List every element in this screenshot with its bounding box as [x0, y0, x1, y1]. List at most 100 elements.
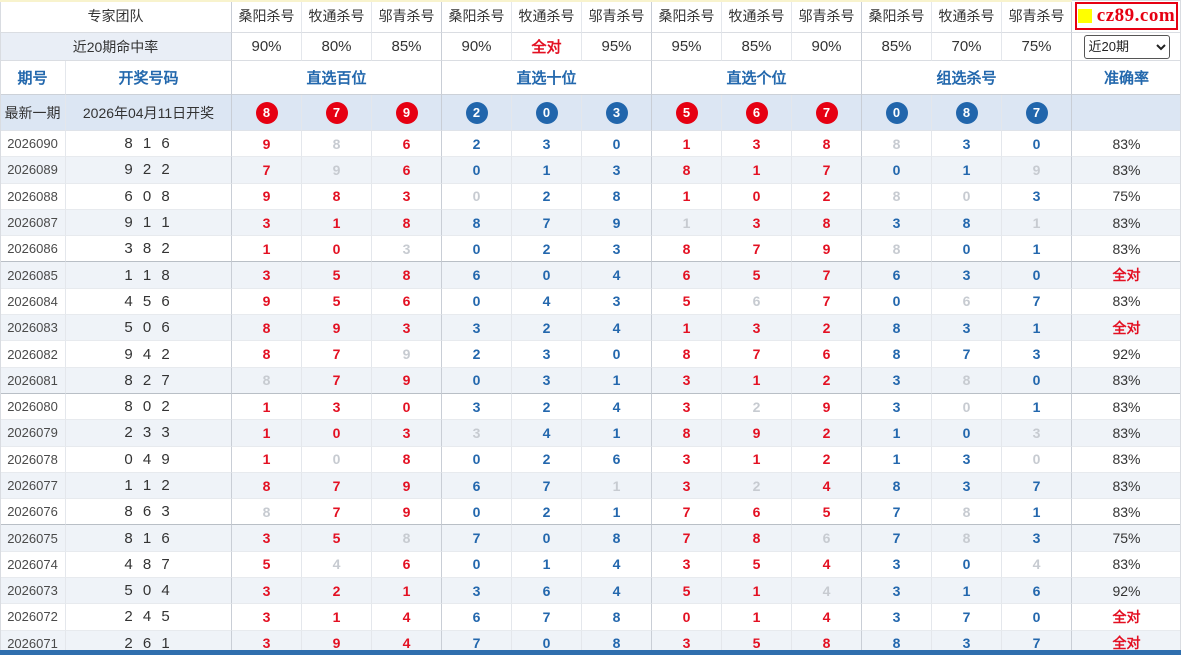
kill-number-cell: 7	[792, 157, 862, 184]
expert-header-row: 专家团队 桑阳杀号 牧通杀号 邬青杀号 桑阳杀号 牧通杀号 邬青杀号 桑阳杀号 牧通杀号 邬青杀…	[0, 0, 1181, 33]
accuracy-cell: 83%	[1072, 367, 1181, 394]
kill-number-cell: 8	[862, 472, 932, 500]
expert-header: 牧通杀号	[302, 0, 372, 33]
kill-number-cell: 4	[372, 604, 442, 631]
kill-number-cell: 0	[442, 499, 512, 526]
hit-rate-value: 80%	[302, 33, 372, 61]
kill-number-cell: 8	[582, 183, 652, 210]
accuracy-cell: 83%	[1072, 447, 1181, 473]
latest-accuracy-empty-cell	[1072, 95, 1181, 131]
kill-number-cell: 1	[302, 604, 372, 631]
kill-number-cell: 7	[302, 499, 372, 526]
kill-number-cell: 3	[722, 209, 792, 237]
kill-number-cell: 2	[722, 393, 792, 421]
hit-rate-value: 全对	[512, 33, 582, 61]
kill-number-cell: 9	[372, 367, 442, 394]
kill-number-cell: 9	[302, 315, 372, 342]
kill-number-cell: 1	[862, 446, 932, 473]
kill-number-cell: 8	[862, 236, 932, 263]
kill-number-cell: 3	[722, 131, 792, 158]
table-row: 2026087 9 1 1 3 1 8 8 7 9 1 3 8 3 8 1 83%	[0, 209, 1181, 237]
expert-header: 邬青杀号	[372, 0, 442, 33]
accuracy-cell: 83%	[1072, 472, 1181, 500]
kill-number-cell: 1	[232, 420, 302, 447]
period-cell: 2026082	[0, 341, 66, 368]
table-row: 2026086 3 8 2 1 0 3 0 2 3 8 7 9 8 0 1 83%	[0, 236, 1181, 263]
expert-header: 桑阳杀号	[232, 0, 302, 33]
accuracy-cell: 75%	[1072, 525, 1181, 552]
kill-number-cell: 0	[442, 183, 512, 210]
kill-number-cell: 8	[932, 209, 1002, 237]
period-cell: 2026083	[0, 315, 66, 342]
kill-number-cell: 7	[232, 157, 302, 184]
kill-number-cell: 7	[512, 209, 582, 237]
kill-number-cell: 6	[862, 262, 932, 289]
kill-number-cell: 8	[652, 236, 722, 263]
draw-numbers-cell: 0 4 9	[66, 446, 232, 473]
kill-number-cell: 8	[792, 131, 862, 158]
kill-number-cell: 7	[792, 262, 862, 289]
expert-header: 邬青杀号	[792, 0, 862, 33]
kill-number-cell: 9	[372, 341, 442, 368]
table-row: 2026076 8 6 3 8 7 9 0 2 1 7 6 5 7 8 1 83%	[0, 499, 1181, 526]
kill-number-cell: 9	[232, 288, 302, 316]
kill-number-cell: 1	[1002, 393, 1072, 421]
accuracy-cell: 83%	[1072, 289, 1181, 316]
kill-number-cell: 8	[442, 209, 512, 237]
logo-cell: cz89.com	[1072, 0, 1181, 33]
kill-number-cell: 1	[862, 420, 932, 447]
kill-number-cell: 9	[582, 209, 652, 237]
kill-number-cell: 3	[302, 393, 372, 421]
period-cell: 2026086	[0, 236, 66, 263]
kill-number-cell: 7	[302, 472, 372, 500]
kill-number-cell: 8	[932, 367, 1002, 394]
period-cell: 2026084	[0, 288, 66, 316]
kill-number-cell: 2	[512, 236, 582, 263]
kill-number-cell: 0	[722, 183, 792, 210]
latest-ball-cell: 7	[1002, 95, 1072, 131]
kill-number-cell: 8	[232, 367, 302, 394]
hit-rate-value: 85%	[372, 33, 442, 61]
kill-number-cell: 3	[512, 341, 582, 368]
site-logo[interactable]: cz89.com	[1075, 2, 1178, 30]
table-row: 2026075 8 1 6 3 5 8 7 0 8 7 8 6 7 8 3 75%	[0, 525, 1181, 552]
kill-number-cell: 6	[372, 157, 442, 184]
table-row: 2026084 4 5 6 9 5 6 0 4 3 5 6 7 0 6 7 83%	[0, 288, 1181, 316]
period-cell: 2026088	[0, 183, 66, 210]
kill-number-cell: 1	[232, 446, 302, 473]
kill-number-cell: 8	[372, 446, 442, 473]
lottery-ball: 0	[535, 101, 558, 124]
kill-number-cell: 3	[932, 472, 1002, 500]
draw-numbers-cell: 4 8 7	[66, 551, 232, 579]
lottery-ball: 7	[1025, 101, 1048, 124]
period-cell: 2026075	[0, 525, 66, 552]
latest-ball-cell: 8	[932, 95, 1002, 131]
kill-number-cell: 8	[722, 525, 792, 552]
kill-number-cell: 3	[372, 420, 442, 447]
logo-text: cz89.com	[1096, 5, 1176, 26]
latest-draw-label: 最新一期	[0, 95, 66, 131]
kill-number-cell: 0	[442, 157, 512, 184]
period-cell: 2026089	[0, 157, 66, 184]
kill-number-cell: 7	[1002, 472, 1072, 500]
range-select-cell: 近20期	[1072, 33, 1181, 61]
table-row: 2026079 2 3 3 1 0 3 3 4 1 8 9 2 1 0 3 83%	[0, 420, 1181, 447]
draw-numbers-cell: 9 4 2	[66, 341, 232, 368]
draw-numbers-cell: 8 1 6	[66, 525, 232, 552]
kill-number-cell: 3	[232, 525, 302, 552]
kill-number-cell: 9	[722, 420, 792, 447]
kill-number-cell: 3	[1002, 183, 1072, 210]
kill-number-cell: 5	[302, 525, 372, 552]
draw-numbers-cell: 6 0 8	[66, 183, 232, 210]
kill-number-cell: 7	[862, 499, 932, 526]
accuracy-cell: 全对	[1072, 604, 1181, 631]
kill-number-cell: 1	[722, 367, 792, 394]
table-row: 2026085 1 1 8 3 5 8 6 0 4 6 5 7 6 3 0 全对	[0, 262, 1181, 289]
kill-number-cell: 5	[302, 288, 372, 316]
table-row: 2026078 0 4 9 1 0 8 0 2 6 3 1 2 1 3 0 83%	[0, 446, 1181, 473]
kill-number-cell: 1	[932, 157, 1002, 184]
kill-number-cell: 8	[372, 262, 442, 289]
table-row: 2026088 6 0 8 9 8 3 0 2 8 1 0 2 8 0 3 75%	[0, 183, 1181, 210]
kill-number-cell: 7	[652, 525, 722, 552]
range-select[interactable]: 近20期	[1083, 34, 1170, 59]
